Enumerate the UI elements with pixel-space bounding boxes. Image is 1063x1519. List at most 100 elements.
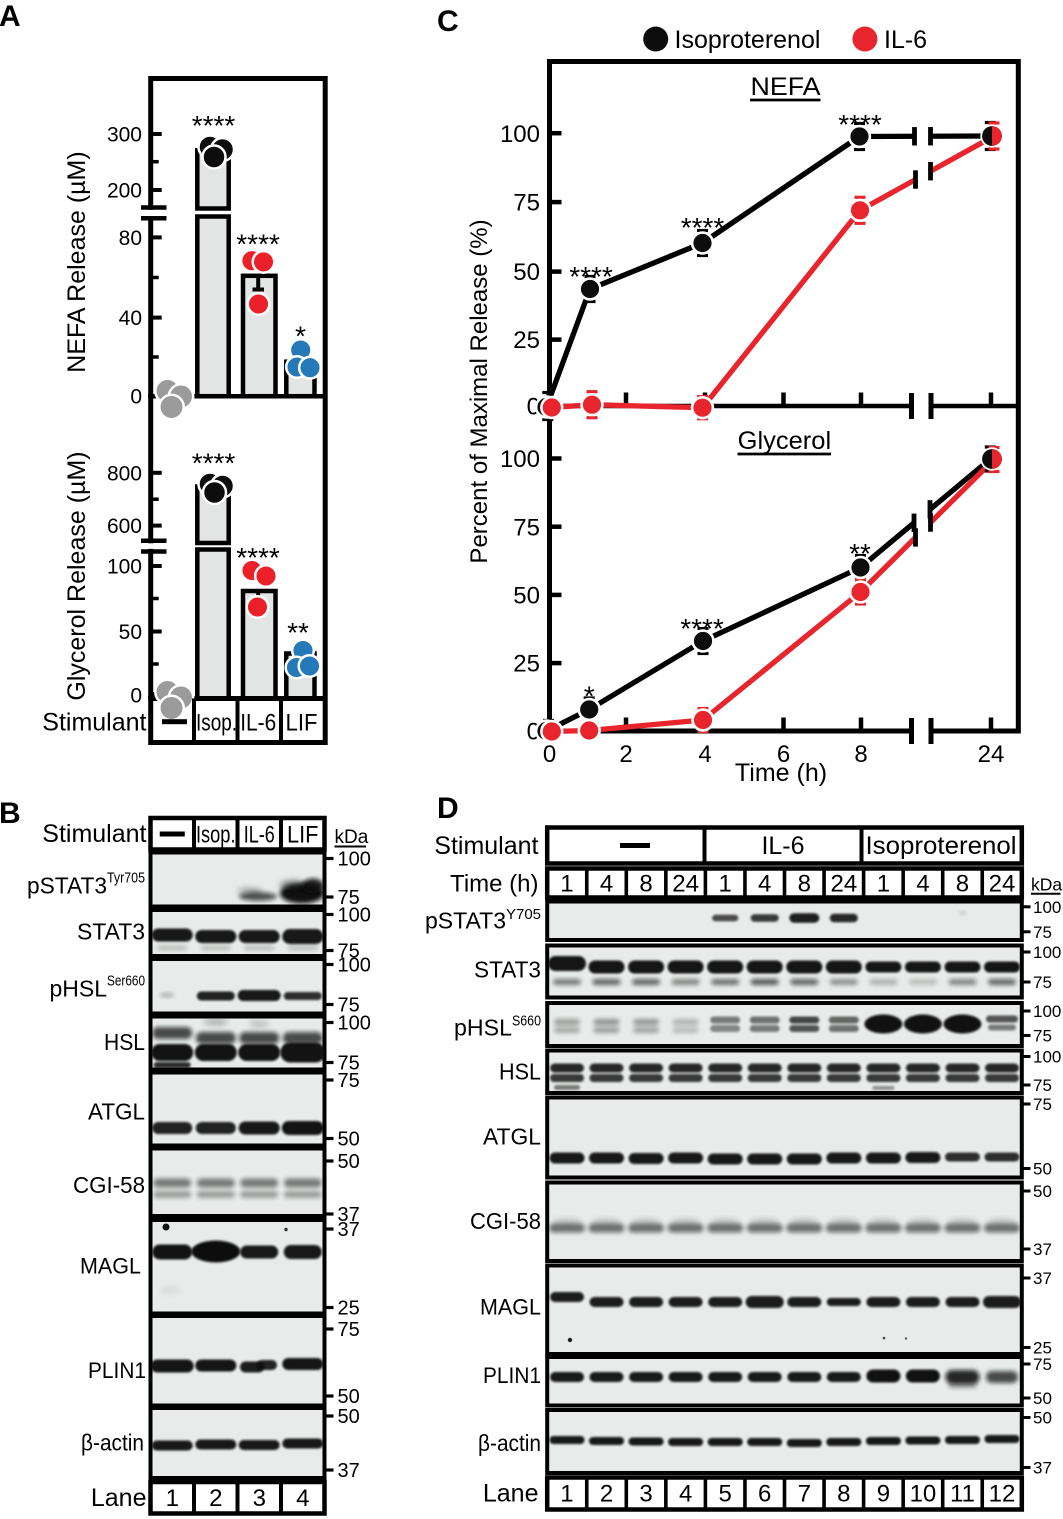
svg-text:100: 100 [338,905,371,927]
svg-text:75: 75 [1033,1355,1052,1374]
svg-text:****: **** [680,613,724,644]
svg-text:6: 6 [758,1481,771,1508]
svg-text:40: 40 [119,307,142,330]
svg-text:STAT3: STAT3 [474,957,541,983]
svg-text:75: 75 [513,514,540,541]
svg-text:Lane: Lane [483,1480,539,1508]
svg-text:100: 100 [338,1013,371,1035]
svg-text:Stimulant: Stimulant [42,820,146,848]
svg-text:75: 75 [338,941,360,963]
svg-text:37: 37 [1033,1269,1052,1288]
svg-text:50: 50 [513,583,540,610]
svg-text:75: 75 [513,190,540,217]
svg-text:75: 75 [338,995,360,1017]
svg-text:Isop.: Isop. [196,822,236,849]
svg-text:100: 100 [1033,943,1061,962]
svg-text:4: 4 [698,741,711,768]
svg-text:100: 100 [338,955,371,977]
svg-text:*: * [584,680,595,711]
svg-text:50: 50 [1033,1389,1052,1408]
svg-text:****: **** [681,212,725,243]
svg-text:****: **** [838,109,882,140]
svg-text:75: 75 [338,1070,360,1092]
svg-text:37: 37 [338,1460,360,1482]
svg-text:0: 0 [527,394,540,421]
svg-text:Stimulant: Stimulant [42,709,146,737]
svg-text:50: 50 [1033,1160,1052,1179]
svg-text:0: 0 [130,685,142,708]
svg-text:8: 8 [798,871,811,898]
svg-text:Stimulant: Stimulant [434,832,538,860]
svg-text:1: 1 [718,871,731,898]
svg-text:4: 4 [916,871,929,898]
svg-text:Isoproterenol: Isoproterenol [866,832,1017,860]
svg-text:50: 50 [1033,1182,1052,1201]
svg-text:25: 25 [338,1298,360,1320]
svg-text:37: 37 [1033,1240,1052,1259]
svg-text:Time (h): Time (h) [735,759,827,787]
svg-text:MAGL: MAGL [480,1295,541,1320]
svg-text:pSTAT3: pSTAT3 [425,908,506,934]
svg-text:8: 8 [639,871,652,898]
svg-text:50: 50 [338,1151,360,1173]
svg-text:600: 600 [107,515,142,538]
svg-text:8: 8 [956,871,969,898]
svg-text:MAGL: MAGL [80,1254,141,1279]
svg-text:100: 100 [1033,1048,1061,1067]
svg-text:8: 8 [854,741,867,768]
svg-text:5: 5 [718,1481,731,1508]
svg-text:37: 37 [1033,1459,1052,1478]
svg-text:pHSL: pHSL [50,976,108,1002]
svg-text:S660: S660 [512,1014,541,1030]
svg-text:80: 80 [119,227,142,250]
svg-text:8: 8 [837,1481,850,1508]
svg-text:ATGL: ATGL [483,1124,541,1150]
svg-text:37: 37 [338,1219,360,1241]
svg-text:HSL: HSL [104,1029,145,1055]
svg-text:75: 75 [338,1053,360,1075]
svg-text:100: 100 [1033,1002,1061,1021]
svg-text:100: 100 [500,121,540,148]
svg-text:75: 75 [338,1319,360,1341]
svg-text:24: 24 [989,871,1016,898]
svg-text:25: 25 [513,651,540,678]
svg-text:0: 0 [543,741,556,768]
svg-text:PLIN1: PLIN1 [483,1363,541,1388]
svg-text:ATGL: ATGL [88,1099,145,1125]
svg-text:1: 1 [560,1481,573,1508]
svg-text:4: 4 [600,871,613,898]
svg-text:50: 50 [119,621,142,644]
svg-text:25: 25 [513,327,540,354]
svg-text:75: 75 [1033,1027,1052,1046]
svg-text:**: ** [849,538,871,569]
svg-text:Time (h): Time (h) [450,871,538,898]
svg-text:STAT3: STAT3 [77,919,145,945]
svg-text:4: 4 [679,1481,692,1508]
svg-text:4: 4 [296,1485,309,1512]
svg-text:50: 50 [338,1129,360,1151]
svg-text:pHSL: pHSL [454,1015,512,1041]
svg-text:75: 75 [1033,1095,1052,1114]
svg-text:*: * [295,321,306,352]
svg-text:NEFA Release (µM): NEFA Release (µM) [63,151,91,372]
svg-text:CGI-58: CGI-58 [73,1172,145,1198]
svg-text:HSL: HSL [499,1059,541,1085]
svg-text:100: 100 [338,849,371,871]
svg-text:24: 24 [672,871,699,898]
svg-text:0: 0 [130,386,142,409]
svg-text:IL-6: IL-6 [240,710,276,737]
svg-text:7: 7 [798,1481,811,1508]
svg-text:NEFA: NEFA [751,73,821,101]
svg-text:Isop.: Isop. [196,710,237,737]
svg-text:2: 2 [600,1481,613,1508]
svg-text:kDa: kDa [335,827,369,848]
svg-text:11: 11 [950,1481,975,1508]
svg-text:D: D [437,792,459,825]
svg-text:3: 3 [253,1485,266,1512]
svg-text:CGI-58: CGI-58 [470,1208,541,1234]
svg-text:2: 2 [619,741,632,768]
svg-text:50: 50 [513,259,540,286]
svg-text:LIF: LIF [286,710,318,737]
svg-text:4: 4 [758,871,771,898]
svg-text:24: 24 [830,871,857,898]
